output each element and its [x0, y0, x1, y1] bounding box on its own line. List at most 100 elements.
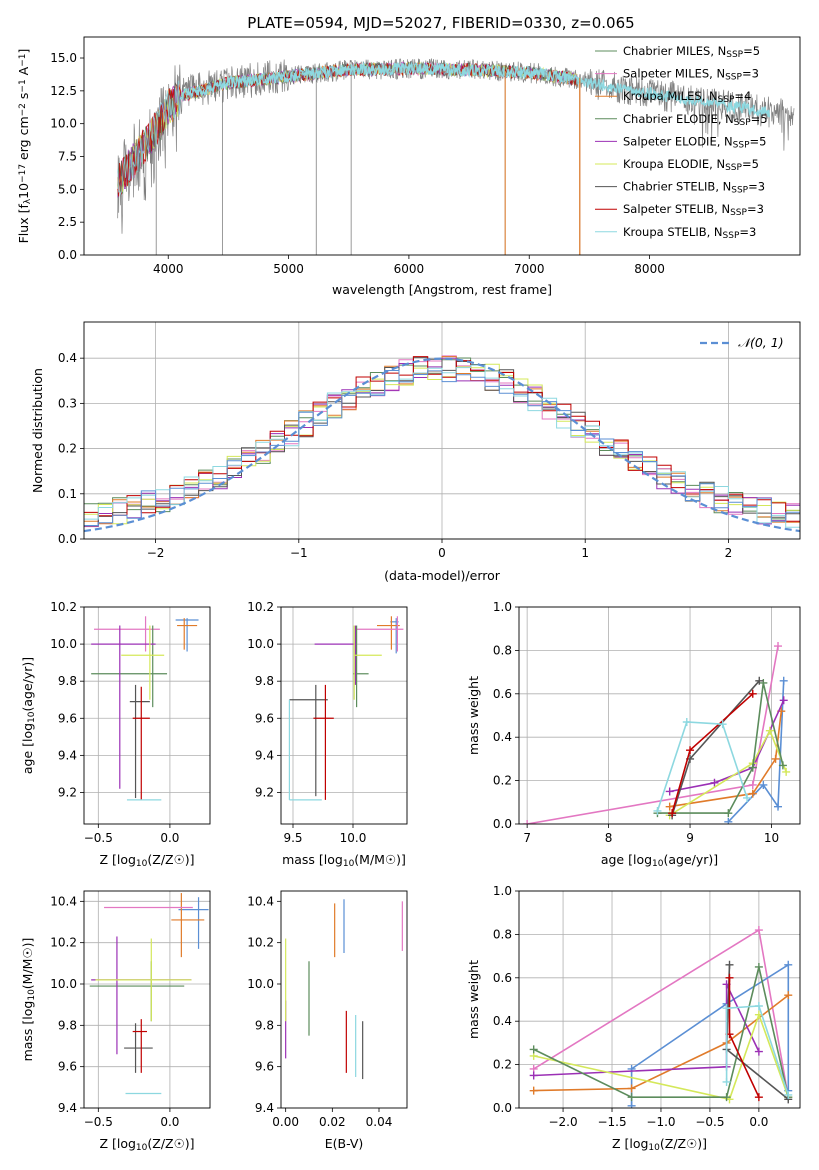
- weight-marker: [771, 754, 780, 763]
- y-tick-label: 1.0: [493, 600, 512, 614]
- label-part: SSP: [726, 50, 743, 60]
- y-tick-label: 15.0: [50, 51, 77, 65]
- x-tick-label: −2.0: [548, 1115, 577, 1129]
- x-axis-label: Z [log10(Z/Z☉)]: [99, 1136, 194, 1153]
- legend-entry: Kroupa STELIB, NSSP=3: [623, 225, 756, 241]
- y-tick-label: 9.4: [58, 748, 77, 762]
- label-part: −1: [18, 79, 28, 92]
- y-tick-label: 5.0: [58, 182, 77, 196]
- label-part: Kroupa ELODIE, N: [623, 157, 725, 171]
- label-part: Kroupa MILES, N: [623, 89, 718, 103]
- label-part: (data-model)/error: [384, 568, 501, 583]
- label-part: age [: [20, 742, 35, 774]
- x-axis-label: (data-model)/error: [384, 568, 501, 583]
- weight-marker: [724, 809, 733, 818]
- label-part: =3: [748, 180, 765, 194]
- x-tick-label: −0.5: [84, 831, 113, 845]
- weight-marker: [743, 793, 752, 802]
- x-tick-label: −2: [147, 546, 165, 560]
- y-tick-label: 10.2: [247, 936, 274, 950]
- y-tick-label: 7.5: [58, 150, 77, 164]
- y-tick-label: 0.2: [493, 1058, 512, 1072]
- y-axis-label: mass weight: [466, 960, 481, 1039]
- plot-area: [91, 616, 199, 801]
- y-axis-label: Normed distribution: [30, 368, 45, 493]
- gaussian-curve: [84, 357, 800, 533]
- label-part: log: [20, 1001, 35, 1020]
- weight-line: [727, 680, 785, 823]
- y-tick-label: 0.1: [58, 487, 77, 501]
- mass-vs-extinction-panel: 0.00 0.02 0.04 9.4 9.6 9.8 10.0 10.2 10.4 E(B-V): [247, 890, 408, 1151]
- x-tick-label: 9: [686, 831, 694, 845]
- label-part: mass [: [282, 852, 324, 867]
- label-part: =3: [747, 202, 764, 216]
- y-tick-label: 9.8: [255, 674, 274, 688]
- weight-marker: [668, 809, 677, 818]
- weight-marker: [725, 973, 734, 982]
- x-tick-label: 0.02: [319, 1115, 346, 1129]
- weight-marker: [529, 1045, 538, 1054]
- label-part: age [: [601, 852, 633, 867]
- label-part: 10: [136, 859, 148, 869]
- weight-marker: [682, 718, 691, 727]
- label-part: mass weight: [466, 676, 481, 755]
- weight-marker: [782, 767, 791, 776]
- y-tick-label: 10.4: [50, 894, 77, 908]
- y-tick-label: 9.6: [58, 711, 77, 725]
- weight-marker: [774, 802, 783, 811]
- y-tick-label: 9.8: [58, 674, 77, 688]
- y-tick-label: 12.5: [50, 84, 77, 98]
- y-axis-label: age [log10(age/yr)]: [20, 657, 37, 774]
- axes-frame: [83, 36, 801, 256]
- x-tick-label: 0.0: [160, 1115, 179, 1129]
- y-tick-label: 9.6: [255, 711, 274, 725]
- label-part: Salpeter ELODIE, N: [623, 134, 733, 148]
- y-tick-label: 10.4: [247, 894, 274, 908]
- x-tick-label: 5000: [273, 262, 304, 276]
- y-tick-label: 0.0: [58, 532, 77, 546]
- label-part: (age/yr)]: [663, 852, 718, 867]
- label-part: (Z/Z☉)]: [660, 1136, 707, 1151]
- label-part: =3: [739, 225, 756, 239]
- errorbar-point: [377, 616, 400, 650]
- label-part: Flux [f: [16, 204, 31, 244]
- errorbar-point: [356, 616, 404, 652]
- plot-area: [288, 616, 404, 801]
- x-tick-label: 0.04: [366, 1115, 393, 1129]
- y-tick-label: 0.0: [493, 1101, 512, 1115]
- y-tick-label: 0.6: [493, 687, 512, 701]
- y-tick-label: 0.0: [493, 817, 512, 831]
- weight-marker: [627, 1093, 636, 1102]
- weight-line: [725, 1005, 790, 1096]
- axes-frame: [83, 890, 211, 1109]
- label-part: 10: [343, 859, 355, 869]
- plot-area: [523, 642, 791, 824]
- weight-marker: [778, 761, 787, 770]
- weight-marker: [765, 726, 774, 735]
- label-part: mass weight: [466, 960, 481, 1039]
- label-part: SSP: [731, 186, 748, 196]
- age-vs-mass-panel: 9.5 10.0 9.2 9.4 9.6 9.8 10.0 10.2 mass [log10(M…: [247, 600, 408, 869]
- axes-frame: [280, 890, 408, 1109]
- weight-marker: [653, 806, 662, 815]
- y-tick-label: 0.4: [493, 730, 512, 744]
- label-part: =5: [751, 112, 768, 126]
- x-tick-label: −1: [290, 546, 308, 560]
- weight-line: [533, 1012, 790, 1101]
- label-part: 10: [16, 183, 31, 199]
- label-part: log: [117, 852, 136, 867]
- residuals-panel: −2 −1 0 1 2 0.0 0.1 0.2 0.3 0.4 𝒩(0, 1) (data-model…: [30, 321, 801, 583]
- label-part: (age/yr)]: [20, 657, 35, 712]
- x-tick-label: 10: [764, 831, 779, 845]
- y-tick-label: 9.2: [58, 785, 77, 799]
- y-tick-label: 10.2: [247, 600, 274, 614]
- errorbar-point: [177, 618, 198, 650]
- plot-area: [117, 57, 795, 255]
- weight-marker: [627, 1101, 636, 1108]
- legend-entry: Chabrier STELIB, NSSP=3: [623, 180, 765, 196]
- weight-marker: [759, 780, 768, 789]
- label-part: SSP: [733, 141, 750, 151]
- plot-area: [529, 926, 793, 1108]
- weight-marker: [784, 960, 793, 969]
- label-part: A: [16, 66, 31, 79]
